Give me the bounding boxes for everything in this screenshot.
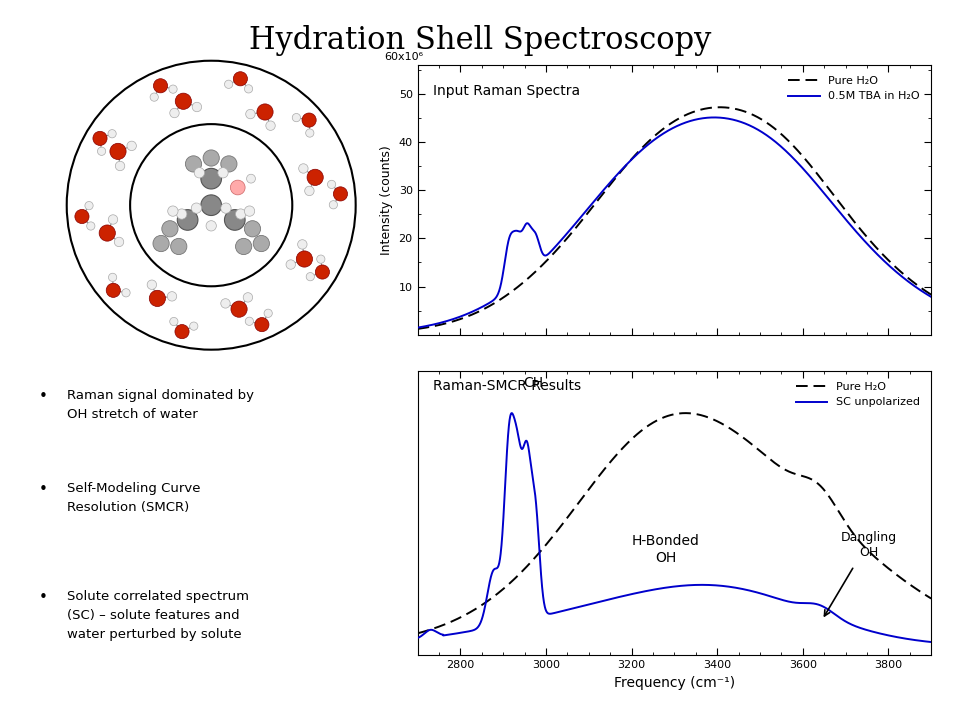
Circle shape [307,169,324,186]
Text: 60x10⁶: 60x10⁶ [384,52,423,62]
Circle shape [206,220,216,231]
Text: Raman-SMCR Results: Raman-SMCR Results [433,379,581,393]
Text: Self-Modeling Curve
Resolution (SMCR): Self-Modeling Curve Resolution (SMCR) [67,482,201,514]
Circle shape [317,255,324,264]
Circle shape [257,104,274,120]
Circle shape [191,203,202,213]
Circle shape [201,168,222,189]
Circle shape [168,206,178,216]
Circle shape [147,280,156,289]
Circle shape [246,109,255,119]
Circle shape [221,299,230,308]
Circle shape [153,235,169,252]
Circle shape [175,325,189,338]
Circle shape [98,147,106,156]
Circle shape [170,318,178,325]
Circle shape [299,163,308,174]
Circle shape [298,240,307,249]
Circle shape [254,318,269,332]
Circle shape [109,143,126,160]
Circle shape [243,292,252,302]
X-axis label: Frequency (cm⁻¹): Frequency (cm⁻¹) [613,675,735,690]
Circle shape [114,237,124,247]
Text: •: • [38,482,47,498]
Circle shape [245,85,252,93]
Circle shape [266,121,276,130]
Legend: Pure H₂O, 0.5M TBA in H₂O: Pure H₂O, 0.5M TBA in H₂O [783,71,925,107]
Circle shape [127,141,136,150]
Circle shape [185,156,202,172]
Circle shape [204,150,219,166]
Circle shape [253,235,270,252]
Circle shape [221,203,231,213]
Text: Hydration Shell Spectroscopy: Hydration Shell Spectroscopy [249,25,711,56]
Circle shape [302,113,316,127]
Circle shape [218,168,228,178]
Circle shape [247,174,255,183]
Circle shape [194,168,204,178]
Circle shape [245,220,260,237]
Circle shape [108,215,118,224]
Circle shape [264,309,273,318]
Text: Dangling
OH: Dangling OH [841,531,898,559]
Circle shape [292,114,300,122]
Circle shape [169,85,178,94]
Circle shape [99,225,115,241]
Text: Solute correlated spectrum
(SC) – solute features and
water perturbed by solute: Solute correlated spectrum (SC) – solute… [67,590,250,642]
Text: CH: CH [523,376,543,390]
Circle shape [93,131,108,145]
Circle shape [192,102,202,112]
Circle shape [225,80,232,89]
Circle shape [327,180,336,189]
Text: H-Bonded
OH: H-Bonded OH [632,534,700,564]
Circle shape [176,93,191,109]
Circle shape [286,260,296,269]
Circle shape [108,273,117,282]
Text: Input Raman Spectra: Input Raman Spectra [433,84,580,98]
Circle shape [304,186,314,196]
Circle shape [86,222,95,230]
Circle shape [235,238,252,255]
Circle shape [231,301,247,318]
Circle shape [167,292,177,301]
Circle shape [225,210,245,230]
Circle shape [154,78,168,93]
Circle shape [84,202,93,210]
Circle shape [221,156,237,172]
Y-axis label: Intensity (counts): Intensity (counts) [380,145,393,255]
Circle shape [150,93,158,102]
Circle shape [201,195,222,215]
Circle shape [315,265,329,279]
Circle shape [233,72,248,86]
Circle shape [108,130,116,138]
Legend: Pure H₂O, SC unpolarized: Pure H₂O, SC unpolarized [790,377,925,413]
Circle shape [245,317,253,325]
Circle shape [178,210,198,230]
Circle shape [190,322,198,330]
Circle shape [75,210,89,224]
Circle shape [329,201,338,209]
Text: •: • [38,389,47,404]
Text: Raman signal dominated by
OH stretch of water: Raman signal dominated by OH stretch of … [67,389,254,420]
Circle shape [305,129,314,138]
Circle shape [107,283,120,297]
Circle shape [149,290,165,307]
Circle shape [162,220,178,237]
Circle shape [177,209,187,219]
Circle shape [235,209,246,219]
Circle shape [297,251,313,267]
Circle shape [170,108,180,118]
Text: •: • [38,590,47,606]
Circle shape [333,186,348,201]
Circle shape [245,206,254,216]
Circle shape [122,289,131,297]
Circle shape [115,161,125,171]
Circle shape [306,273,315,281]
Circle shape [171,238,187,255]
Circle shape [230,180,245,195]
